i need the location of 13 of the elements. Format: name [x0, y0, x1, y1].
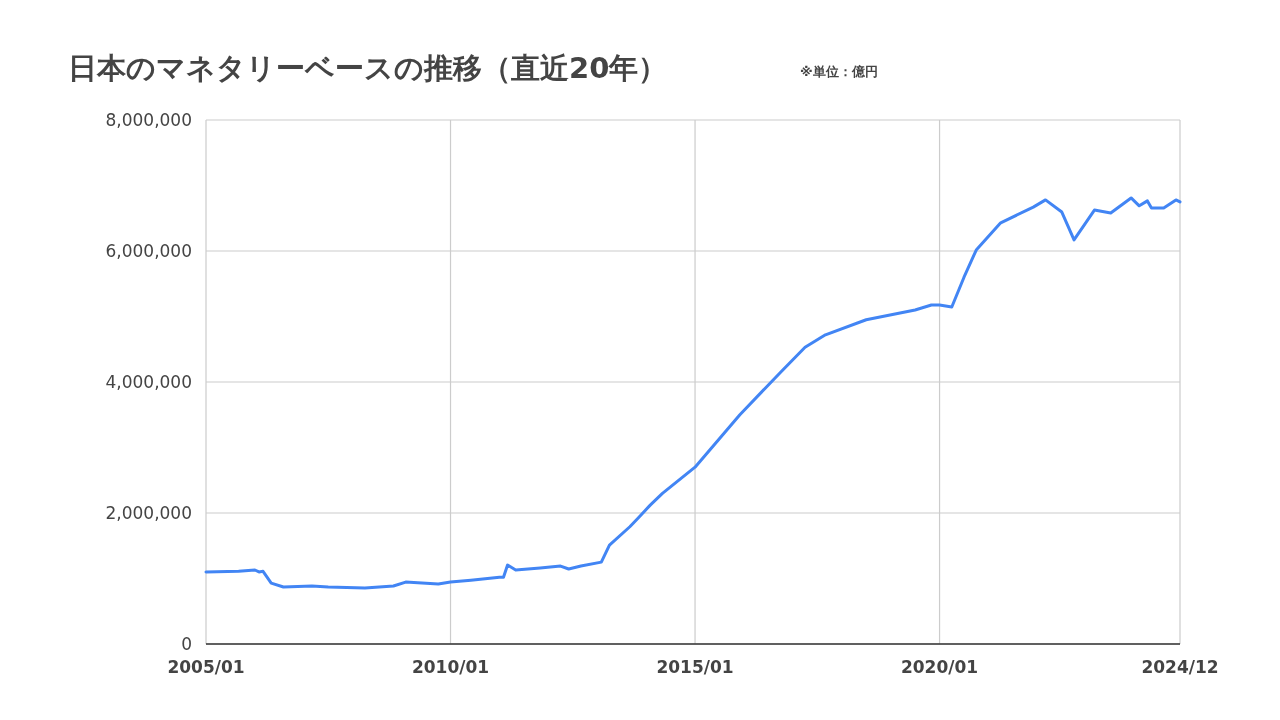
- y-tick-label: 6,000,000: [105, 241, 192, 261]
- chart-subtitle: ※単位：億円: [800, 64, 878, 79]
- y-tick-label: 8,000,000: [105, 110, 192, 130]
- line-series: [204, 196, 1182, 590]
- chart-title: 日本のマネタリーベースの推移（直近20年）: [68, 51, 668, 85]
- x-tick-label: 2024/12: [1141, 657, 1219, 677]
- y-tick-label: 2,000,000: [105, 503, 192, 523]
- x-tick-label: 2020/01: [900, 657, 979, 677]
- y-tick-label: 4,000,000: [105, 372, 192, 392]
- x-tick-label: 2015/01: [656, 657, 734, 677]
- x-tick-label: 2010/01: [411, 657, 490, 677]
- x-tick-label: 2005/01: [167, 657, 245, 677]
- y-tick-label: 0: [181, 634, 192, 654]
